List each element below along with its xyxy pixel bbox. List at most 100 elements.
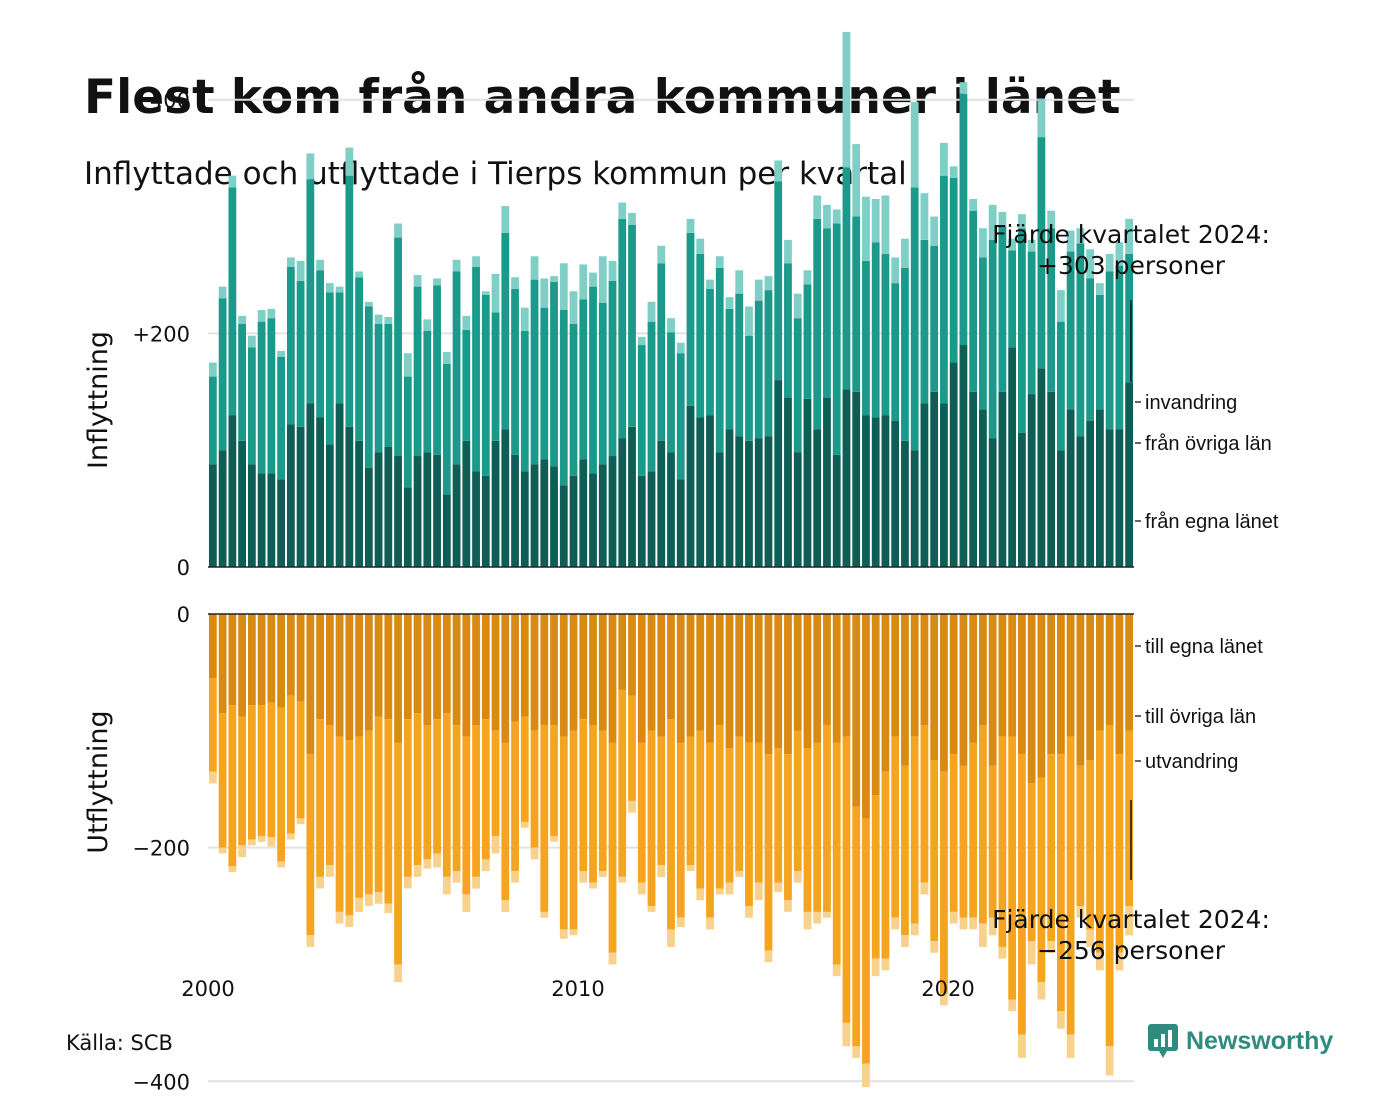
bar-till-ovriga-lan	[1008, 736, 1017, 1000]
chart-subtitle: Inflyttade och utflyttade i Tierps kommu…	[84, 156, 907, 192]
bar-till-ovriga-lan	[345, 740, 354, 916]
legend-fran-egna-lanet: från egna länet	[1145, 511, 1279, 533]
bar-utvandring	[813, 911, 822, 924]
bar-fran-egna-lanet	[628, 426, 636, 567]
bar-till-egna-lanet	[1057, 614, 1065, 755]
bar-till-egna-lanet	[901, 614, 909, 766]
bar-fran-ovriga-lan	[754, 300, 763, 439]
bar-invandring	[423, 319, 432, 332]
y-tick-label-in: +200	[132, 322, 190, 346]
bar-fran-egna-lanet	[257, 473, 266, 567]
bar-till-egna-lanet	[647, 614, 656, 731]
bar-invandring	[910, 102, 919, 188]
bar-utvandring	[569, 929, 578, 936]
bar-utvandring	[881, 958, 890, 971]
bar-till-egna-lanet	[1027, 614, 1036, 784]
bar-till-ovriga-lan	[1076, 765, 1085, 907]
bar-till-egna-lanet	[238, 614, 247, 717]
bar-till-egna-lanet	[696, 614, 705, 731]
bar-till-ovriga-lan	[784, 754, 792, 901]
bar-till-ovriga-lan	[696, 730, 705, 889]
bar-fran-egna-lanet	[959, 345, 968, 567]
bar-fran-egna-lanet	[852, 391, 861, 567]
bar-till-egna-lanet	[637, 614, 646, 743]
bar-fran-ovriga-lan	[540, 307, 549, 460]
bar-utvandring	[706, 917, 714, 930]
bar-utvandring	[1037, 981, 1046, 1000]
bar-till-egna-lanet	[998, 614, 1007, 737]
bar-till-ovriga-lan	[745, 742, 753, 907]
bar-utvandring	[1095, 952, 1104, 971]
bar-invandring	[735, 270, 744, 294]
bar-fran-egna-lanet	[208, 464, 217, 567]
bar-till-egna-lanet	[316, 614, 324, 720]
bar-fran-ovriga-lan	[296, 280, 305, 427]
bar-till-ovriga-lan	[803, 748, 812, 912]
bar-till-ovriga-lan	[735, 736, 744, 872]
y-axis-title-inflyttning: Inflyttning	[83, 331, 114, 469]
bar-fran-ovriga-lan	[735, 293, 744, 437]
axes: 0 +200 +400 0 −200 −400	[132, 89, 1134, 1094]
bar-fran-egna-lanet	[452, 464, 461, 567]
bar-fran-ovriga-lan	[530, 279, 539, 465]
bar-invandring	[969, 199, 978, 211]
bar-till-ovriga-lan	[238, 716, 247, 846]
y-tick-label-out: −200	[132, 837, 190, 861]
bar-fran-egna-lanet	[793, 452, 802, 567]
bar-fran-egna-lanet	[696, 417, 705, 567]
bar-fran-ovriga-lan	[745, 335, 753, 441]
bar-till-egna-lanet	[686, 614, 695, 737]
bar-invandring	[1008, 238, 1017, 251]
bar-fran-egna-lanet	[540, 459, 549, 567]
bar-fran-egna-lanet	[296, 426, 305, 567]
bar-fran-egna-lanet	[949, 362, 958, 567]
bar-till-ovriga-lan	[686, 736, 695, 866]
bar-till-egna-lanet	[247, 614, 256, 706]
bar-fran-ovriga-lan	[618, 218, 627, 439]
bar-invandring	[754, 279, 763, 301]
bar-till-ovriga-lan	[589, 724, 597, 883]
bar-till-ovriga-lan	[793, 730, 802, 872]
bar-utvandring	[559, 929, 568, 939]
bar-till-ovriga-lan	[764, 754, 773, 951]
bar-till-ovriga-lan	[1095, 730, 1104, 953]
bar-invandring	[511, 277, 519, 289]
bar-utvandring	[1008, 999, 1017, 1012]
bar-utvandring	[715, 888, 724, 895]
bar-till-egna-lanet	[871, 614, 880, 796]
bar-fran-ovriga-lan	[832, 223, 841, 455]
bar-fran-egna-lanet	[988, 438, 997, 567]
bar-till-egna-lanet	[1095, 614, 1104, 731]
bar-fran-egna-lanet	[413, 456, 422, 567]
bar-utvandring	[784, 900, 792, 912]
bar-till-ovriga-lan	[891, 736, 900, 918]
bar-fran-ovriga-lan	[598, 302, 607, 465]
bar-till-egna-lanet	[784, 614, 792, 755]
bar-invandring	[608, 260, 617, 281]
bar-till-ovriga-lan	[881, 771, 890, 959]
bar-fran-egna-lanet	[481, 475, 490, 567]
bar-fran-ovriga-lan	[988, 239, 997, 439]
bar-utvandring	[998, 946, 1007, 959]
bar-invandring	[667, 318, 675, 333]
bar-till-ovriga-lan	[910, 736, 919, 924]
bar-till-egna-lanet	[442, 614, 451, 714]
bar-utvandring	[277, 861, 286, 868]
bar-till-egna-lanet	[1037, 614, 1046, 778]
bar-till-ovriga-lan	[920, 724, 929, 883]
bar-till-ovriga-lan	[384, 719, 393, 904]
bar-fran-egna-lanet	[998, 391, 1007, 567]
bar-invandring	[296, 260, 305, 281]
bar-utvandring	[511, 871, 519, 883]
bar-invandring	[706, 279, 714, 289]
bar-utvandring	[296, 818, 305, 825]
bar-fran-egna-lanet	[1105, 429, 1114, 567]
y-tick-label-out: 0	[177, 603, 190, 627]
bar-till-egna-lanet	[842, 614, 851, 737]
bar-till-ovriga-lan	[949, 754, 958, 912]
bar-till-egna-lanet	[608, 614, 617, 743]
bar-utvandring	[774, 882, 783, 893]
bar-invandring	[442, 352, 451, 364]
bar-invandring	[725, 297, 734, 309]
bar-invandring	[433, 278, 441, 286]
